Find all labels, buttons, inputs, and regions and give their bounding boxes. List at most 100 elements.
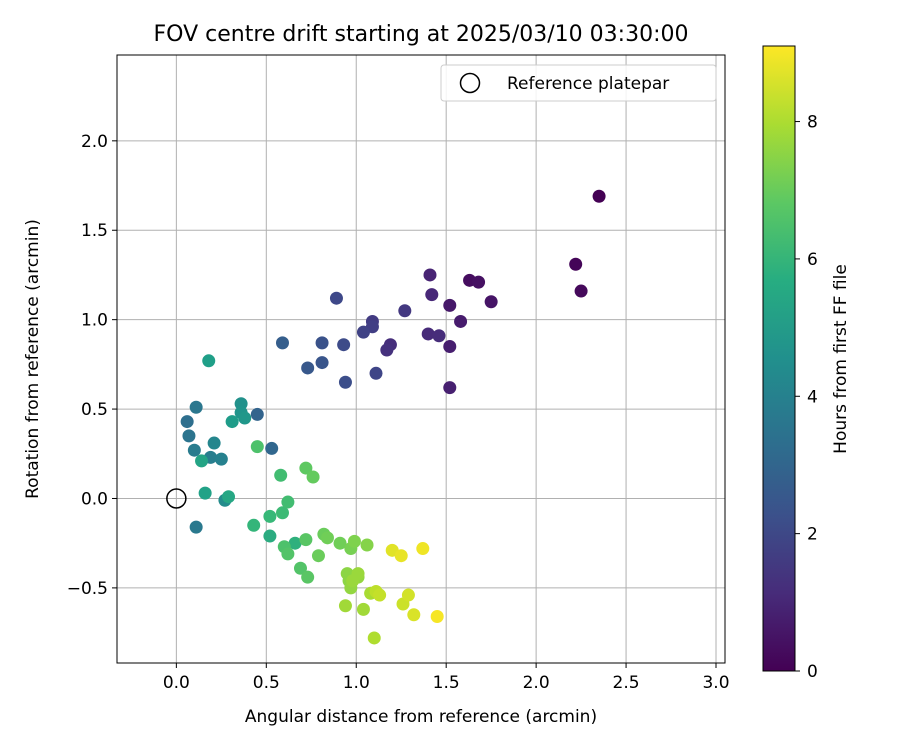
data-point <box>425 288 439 302</box>
scatter-points <box>180 189 606 645</box>
data-point <box>398 304 412 318</box>
data-point <box>569 257 583 271</box>
data-point <box>189 520 203 534</box>
x-tick-label: 2.0 <box>523 673 550 693</box>
data-point <box>281 495 295 509</box>
data-point <box>430 610 444 624</box>
data-point <box>238 411 252 425</box>
data-point <box>423 268 437 282</box>
data-point <box>338 375 352 389</box>
y-tick-label: 0.5 <box>81 400 108 420</box>
data-point <box>202 354 216 368</box>
data-point <box>225 415 239 429</box>
data-point <box>315 356 329 370</box>
data-point <box>443 339 457 353</box>
data-point <box>369 366 383 380</box>
data-point <box>356 602 370 616</box>
data-point <box>592 189 606 203</box>
data-point <box>180 415 194 429</box>
data-point <box>263 529 277 543</box>
data-point <box>351 567 365 581</box>
data-point <box>189 400 203 414</box>
x-tick-label: 1.5 <box>433 673 460 693</box>
data-point <box>275 336 289 350</box>
grid <box>117 55 725 663</box>
data-point <box>293 561 307 575</box>
y-tick-label: −0.5 <box>67 579 108 599</box>
x-tick-label: 0.5 <box>253 673 280 693</box>
data-point <box>421 327 435 341</box>
data-point <box>250 407 264 421</box>
data-point <box>401 588 415 602</box>
data-point <box>187 443 201 457</box>
data-point <box>299 533 313 547</box>
data-point <box>320 531 334 545</box>
data-point <box>281 547 295 561</box>
data-point <box>214 452 228 466</box>
data-point <box>247 518 261 532</box>
data-point <box>356 325 370 339</box>
y-axis-ticks: −0.5 0.0 0.5 1.0 1.5 2.0 <box>67 132 117 599</box>
data-point <box>416 542 430 556</box>
colorbar-tick-label: 6 <box>807 250 818 270</box>
data-point <box>182 429 196 443</box>
data-point <box>234 397 248 411</box>
x-tick-label: 1.0 <box>343 673 370 693</box>
legend: Reference platepar <box>440 64 717 102</box>
data-point <box>333 536 347 550</box>
colorbar-ticks: 0 2 4 6 8 <box>795 113 818 682</box>
data-point <box>338 599 352 613</box>
colorbar-tick-label: 0 <box>807 662 818 682</box>
axes-background <box>117 55 725 663</box>
data-point <box>195 454 209 468</box>
data-point <box>207 436 221 450</box>
data-point <box>288 536 302 550</box>
data-point <box>574 284 588 298</box>
plot-area: 0.0 0.5 1.0 1.5 2.0 2.5 3.0 −0.5 0.0 0.5 1.0 1.5 2.… <box>67 54 730 693</box>
data-point <box>454 314 468 328</box>
data-point <box>263 509 277 523</box>
data-point <box>373 588 387 602</box>
colorbar-tick-label: 8 <box>807 113 818 133</box>
x-tick-label: 3.0 <box>702 673 729 693</box>
data-point <box>306 470 320 484</box>
chart-title: FOV centre drift starting at 2025/03/10 … <box>154 22 689 47</box>
colorbar: 0 2 4 6 8 Hours from first FF file <box>762 45 851 682</box>
colorbar-gradient <box>762 45 796 672</box>
data-point <box>274 468 288 482</box>
x-axis-label: Angular distance from reference (arcmin) <box>245 707 597 727</box>
data-point <box>472 275 486 289</box>
y-tick-label: 2.0 <box>81 132 108 152</box>
data-point <box>367 631 381 645</box>
legend-entry-reference: Reference platepar <box>507 74 669 94</box>
y-tick-label: 1.0 <box>81 311 108 331</box>
data-point <box>301 361 315 375</box>
data-point <box>484 295 498 309</box>
colorbar-label: Hours from first FF file <box>831 264 851 454</box>
data-point <box>222 490 236 504</box>
data-point <box>432 329 446 343</box>
data-point <box>407 608 421 622</box>
data-point <box>315 336 329 350</box>
data-point <box>337 338 351 352</box>
data-point <box>299 461 313 475</box>
legend-box <box>440 64 717 102</box>
colorbar-tick-label: 4 <box>807 387 818 407</box>
data-point <box>394 549 408 563</box>
colorbar-tick-label: 2 <box>807 525 818 545</box>
data-point <box>443 298 457 312</box>
data-point <box>443 381 457 395</box>
y-axis-label: Rotation from reference (arcmin) <box>23 219 43 499</box>
data-point <box>347 534 361 548</box>
x-tick-label: 0.0 <box>163 673 190 693</box>
data-point <box>380 343 394 357</box>
data-point <box>360 538 374 552</box>
data-point <box>265 441 279 455</box>
y-tick-label: 0.0 <box>81 489 108 509</box>
legend-reference-marker <box>459 72 481 94</box>
data-point <box>198 486 212 500</box>
data-point <box>250 440 264 454</box>
axes-frame <box>116 54 726 664</box>
y-tick-label: 1.5 <box>81 221 108 241</box>
